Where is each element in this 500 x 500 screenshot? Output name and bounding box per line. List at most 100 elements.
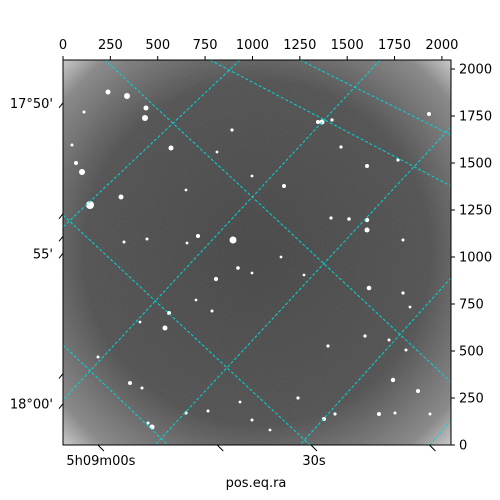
star [184, 411, 188, 415]
star [329, 216, 333, 220]
y-tick-label: 750 [459, 298, 484, 313]
dec-tick-label: 18°00' [10, 398, 53, 413]
star [143, 105, 149, 111]
grid-line [299, 277, 451, 445]
grid-line [63, 60, 381, 401]
x-axis-ticks: 0 250 500 750 1000 1250 1500 1750 2000 [59, 38, 458, 60]
star [70, 143, 74, 147]
ra-tick-mark [429, 444, 436, 452]
x-tick-label: 1500 [331, 38, 364, 53]
y-axis-ticks: 0 250 500 750 1000 1250 1500 1750 2000 [451, 63, 492, 454]
star [229, 236, 237, 244]
star [268, 428, 272, 432]
star [196, 234, 200, 238]
grid-line [154, 126, 451, 445]
y-tick-label: 1250 [459, 204, 492, 219]
star [250, 271, 254, 275]
x-tick-label: 2000 [425, 38, 458, 53]
grid-line [63, 344, 169, 445]
x-tick-label: 1000 [236, 38, 269, 53]
star [390, 377, 396, 383]
star [333, 412, 337, 416]
star [138, 320, 142, 324]
star [74, 161, 78, 165]
star [393, 411, 397, 415]
grid-line [429, 419, 451, 445]
star [377, 412, 381, 416]
star [206, 409, 210, 413]
star [427, 112, 431, 116]
star [396, 158, 400, 162]
plot-frame [62, 59, 452, 446]
x-tick-label: 500 [145, 38, 170, 53]
star [168, 145, 174, 151]
star [236, 266, 240, 270]
star [210, 309, 214, 313]
dec-tick-mark [58, 252, 64, 259]
star [122, 240, 126, 244]
star [404, 348, 408, 352]
dec-tick-mark [58, 213, 64, 220]
star [302, 273, 306, 277]
star [387, 338, 391, 342]
star [279, 255, 283, 259]
star [213, 276, 219, 282]
star [140, 386, 144, 390]
y-tick-label: 500 [459, 345, 484, 360]
star [118, 194, 124, 200]
star [282, 184, 286, 188]
star [162, 325, 168, 331]
star [86, 201, 94, 209]
star [316, 120, 320, 124]
x-tick-label: 1250 [283, 38, 316, 53]
y-tick-label: 1750 [459, 110, 492, 125]
x-tick-label: 250 [98, 38, 123, 53]
star-field [70, 89, 432, 432]
star [230, 128, 234, 132]
y-tick-label: 0 [459, 439, 467, 454]
star [184, 188, 188, 192]
star [416, 389, 420, 393]
star [124, 93, 130, 99]
star [330, 118, 334, 122]
x-tick-label: 750 [193, 38, 218, 53]
star [401, 291, 405, 295]
dec-axis-ticks: 17°50' 55' 18°00' [10, 97, 64, 413]
dec-tick-mark [58, 236, 64, 242]
star [339, 145, 343, 149]
star [363, 334, 367, 338]
ra-tick-label: 5h09m00s [66, 454, 135, 469]
ra-tick-mark [97, 444, 105, 452]
star [142, 115, 148, 121]
ra-tick-label: 30s [302, 454, 326, 469]
dec-tick-label: 17°50' [10, 97, 53, 112]
dec-tick-mark [58, 403, 64, 409]
grid-line [209, 60, 451, 187]
star [145, 237, 149, 241]
star [215, 150, 219, 154]
star [82, 110, 86, 114]
y-tick-label: 250 [459, 392, 484, 407]
star [96, 355, 100, 359]
ra-tick-mark [216, 444, 224, 452]
star [250, 174, 254, 178]
dec-tick-mark [58, 102, 64, 109]
dec-tick-label: 55' [33, 247, 53, 262]
sky-image [63, 60, 451, 445]
grid-line [104, 60, 451, 383]
star [364, 227, 370, 233]
star [326, 344, 330, 348]
star [401, 238, 405, 242]
star [408, 305, 412, 309]
star [296, 396, 300, 400]
star [428, 412, 432, 416]
x-tick-label: 0 [59, 38, 67, 53]
y-tick-label: 1500 [459, 157, 492, 172]
x-axis-label: pos.eq.ra [226, 476, 287, 491]
y-tick-label: 2000 [459, 63, 492, 78]
star [194, 298, 198, 302]
star [366, 285, 372, 291]
star [105, 89, 111, 95]
dec-tick-mark [58, 373, 64, 379]
